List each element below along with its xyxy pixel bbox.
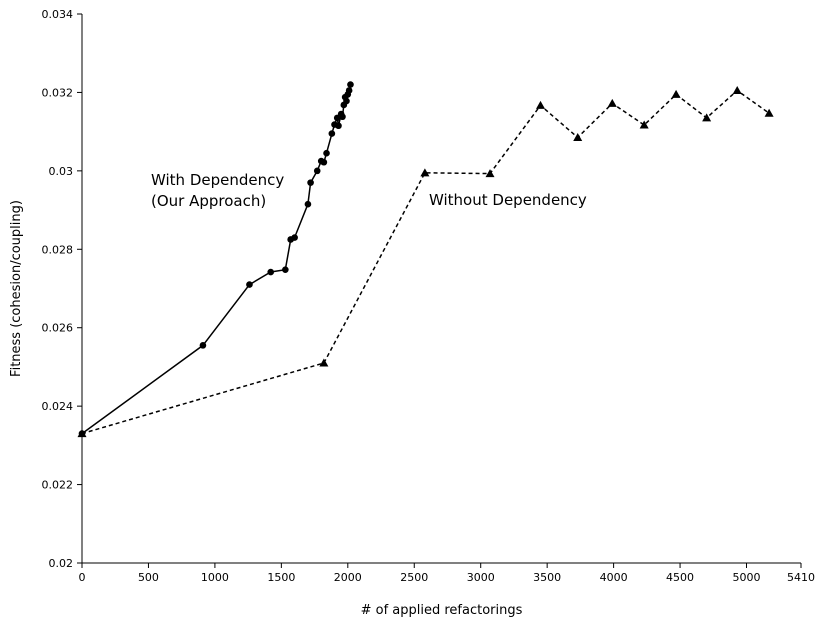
data-point <box>307 179 314 186</box>
x-tick-label: 5410 <box>787 571 815 584</box>
y-axis-ticks: 0.02 0.022 0.024 0.026 0.028 0.03 0.032 0.034 <box>42 8 82 570</box>
x-tick-label: 4000 <box>600 571 628 584</box>
y-tick-label: 0.032 <box>42 86 74 99</box>
series-1 <box>78 81 354 437</box>
data-point <box>732 85 742 94</box>
data-point <box>323 149 330 157</box>
data-point <box>671 89 681 98</box>
y-tick-label: 0.024 <box>42 400 74 413</box>
data-point <box>607 98 617 107</box>
series-1-line <box>81 84 352 435</box>
data-point <box>339 113 346 121</box>
data-point <box>304 200 312 208</box>
annotation-with-dependency-line2: (Our Approach) <box>151 192 266 210</box>
data-point <box>313 167 321 175</box>
data-point <box>291 234 298 241</box>
data-point <box>319 358 329 367</box>
y-tick-label: 0.026 <box>42 322 74 335</box>
x-tick-label: 3500 <box>533 571 561 584</box>
data-point <box>199 342 207 349</box>
axes <box>81 14 801 564</box>
x-tick-label: 0 <box>79 571 86 584</box>
data-point <box>420 168 430 177</box>
data-point <box>335 122 342 130</box>
data-point <box>282 266 289 273</box>
y-tick-label: 0.034 <box>42 8 74 21</box>
data-point <box>485 169 495 178</box>
y-tick-label: 0.02 <box>49 557 74 570</box>
data-point <box>764 108 774 117</box>
annotation-layer: With Dependency (Our Approach) Without D… <box>151 171 587 210</box>
data-point <box>77 429 87 438</box>
x-tick-label: 2000 <box>334 571 362 584</box>
data-point <box>343 97 350 105</box>
data-point <box>267 268 275 276</box>
annotation-with-dependency-line1: With Dependency <box>151 171 284 189</box>
x-tick-label: 5000 <box>733 571 761 584</box>
data-point <box>320 158 328 166</box>
x-axis-ticks: 0 500 1000 1500 2000 2500 3000 3500 4000 4500 5000… <box>79 563 815 584</box>
x-axis-title: # of applied refactorings <box>361 603 523 618</box>
data-point <box>328 130 336 137</box>
annotation-without-dependency: Without Dependency <box>429 191 587 209</box>
data-point <box>347 81 354 88</box>
data-point <box>639 120 649 129</box>
data-point <box>702 113 712 122</box>
y-tick-label: 0.022 <box>42 479 74 492</box>
y-axis-title: Fitness (cohesion/coupling) <box>9 200 24 377</box>
data-point <box>536 100 546 109</box>
x-tick-label: 1500 <box>267 571 295 584</box>
x-tick-label: 1000 <box>201 571 229 584</box>
x-tick-label: 4500 <box>666 571 694 584</box>
y-tick-label: 0.028 <box>42 243 74 256</box>
series-2 <box>77 85 774 438</box>
x-tick-label: 2500 <box>400 571 428 584</box>
x-tick-label: 500 <box>138 571 159 584</box>
data-point <box>246 281 253 288</box>
data-point <box>573 133 583 142</box>
x-tick-label: 3000 <box>467 571 495 584</box>
series-layer <box>77 81 774 438</box>
series-2-line <box>81 89 770 435</box>
y-tick-label: 0.03 <box>49 165 74 178</box>
data-point <box>345 87 353 94</box>
